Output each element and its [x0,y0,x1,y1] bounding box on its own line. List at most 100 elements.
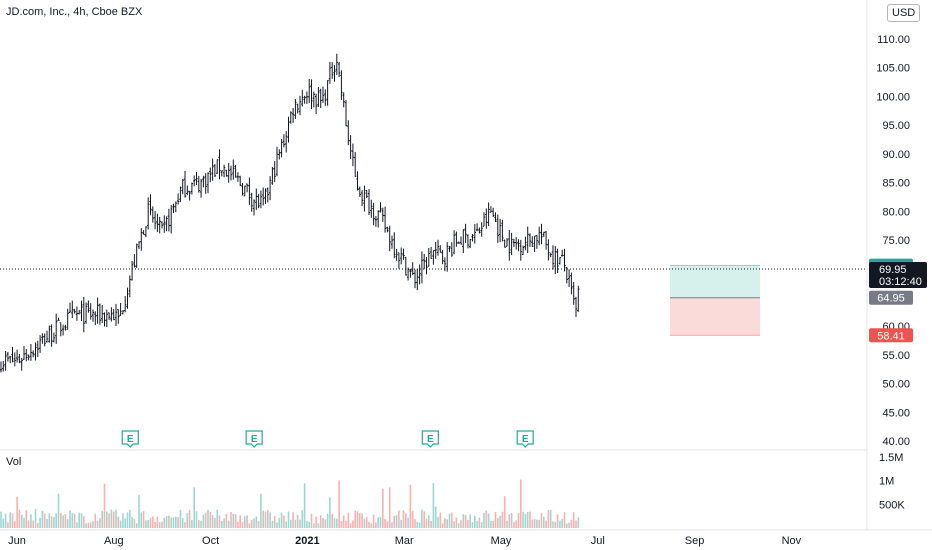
volume-bar [66,519,69,528]
price-bar [298,95,302,116]
price-bar [475,223,479,232]
volume-bar [152,516,154,528]
volume-bar [317,523,320,528]
earnings-marker[interactable]: E [421,430,439,448]
volume-bar [60,512,62,528]
price-bar [420,251,424,284]
price-bar [59,322,62,337]
price-bar [397,252,401,269]
price-bar [409,268,412,278]
price-bar [508,229,511,261]
price-bar [176,193,180,205]
price-bar [494,212,497,223]
volume-bar [204,512,207,528]
price-bar [356,171,359,191]
price-bar [406,267,410,281]
volume-bar [455,517,458,528]
volume-bar [257,521,260,528]
volume-bar [384,518,386,528]
volume-bar [41,510,44,528]
price-bar [9,356,12,364]
price-bar [326,80,329,106]
price-bar [312,91,315,108]
price-bar [347,120,350,146]
volume-bar [375,522,377,528]
price-bar [372,202,375,226]
volume-bar [18,509,21,528]
volume-bar [172,517,175,528]
volume-bar [379,517,382,528]
price-bar [282,134,286,148]
time-axis[interactable]: Jun Aug Oct 2021 Mar May Jul Sep Nov [8,535,802,547]
price-bar [29,343,33,361]
volume-bar [25,510,28,528]
volume-bar [89,522,92,528]
volume-bar [421,509,423,528]
price-bar [561,249,564,257]
price-bar [114,303,118,327]
volume-bar [85,523,87,528]
volume-bar [122,513,124,528]
volume-bar [324,519,327,528]
volume-bar [506,520,508,528]
price-bar [452,230,456,255]
price-bar [11,346,14,363]
price-bar [183,170,187,198]
currency-button[interactable]: USD [887,4,921,22]
volume-bar [177,517,179,528]
price-bar [285,131,288,153]
volume-bar [372,514,375,528]
volume-bar [225,513,228,528]
price-bar [153,211,157,230]
volume-bar [405,513,407,528]
volume-bar [437,516,439,528]
volume-bar [216,509,218,528]
price-bar [439,245,442,253]
price-bar [517,239,520,252]
volume-bar [310,513,313,528]
volume-bar [287,511,290,528]
price-bar [142,230,145,235]
price-bar [36,340,39,357]
price-bar [87,300,90,313]
volume-bar [188,509,191,528]
earnings-marker[interactable]: E [516,430,534,448]
price-bar [61,324,65,336]
volume-bar [124,518,126,528]
price-tick-label: 75.00 [882,235,910,247]
volume-bar [342,515,345,528]
entry-price-badge-value: 64.95 [877,293,905,305]
volume-bar [315,516,317,528]
price-bar [193,175,196,187]
price-bar [107,312,111,320]
volume-bar [278,518,281,528]
price-bar [252,199,256,216]
price-bar [344,100,348,127]
volume-bar [451,512,453,528]
price-bar [429,246,433,259]
price-bar [425,257,428,275]
price-bar [25,348,28,362]
price-bar [48,325,51,343]
time-tick-label: Nov [782,535,802,547]
price-bar [308,78,311,104]
volume-bar [319,515,322,528]
price-bar [386,226,389,233]
earnings-marker[interactable]: E [245,430,263,448]
volume-bar [352,520,354,528]
earnings-marker[interactable]: E [121,430,139,448]
volume-bar [80,513,83,528]
volume-bar [117,516,120,528]
time-tick-label: 2021 [295,535,319,547]
volume-bar [165,516,168,528]
price-bar [418,264,421,285]
volume-bar [425,519,428,528]
price-bar [245,183,249,193]
volume-bar [331,513,333,528]
volume-bar [349,523,352,528]
volume-bar [407,517,409,528]
volume-bar [329,497,331,528]
volume-bar [368,521,370,528]
earnings-marker-shape [421,430,439,448]
